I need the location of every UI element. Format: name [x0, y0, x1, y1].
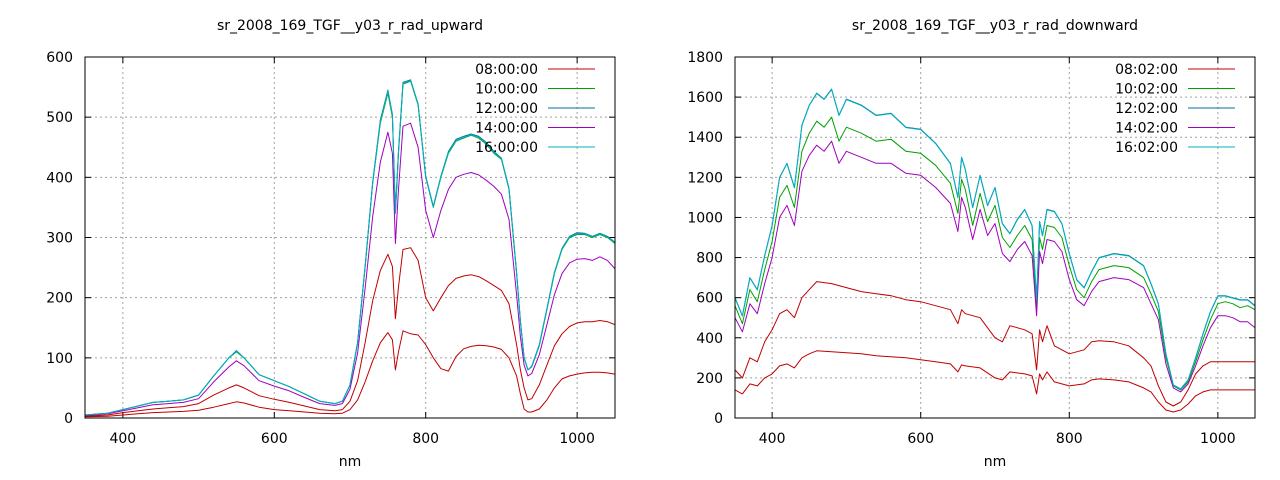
y-tick-label: 1600	[687, 90, 723, 106]
series-group	[85, 79, 615, 418]
y-tick-label: 300	[46, 231, 73, 247]
plot-frame	[84, 56, 616, 419]
series-line-unlabeled-5	[85, 247, 615, 417]
y-tick-label: 1000	[687, 210, 723, 226]
legend-label: 10:00:00	[475, 82, 538, 98]
y-tick-label: 500	[46, 110, 73, 126]
plot-frame	[734, 56, 1256, 419]
y-tick-label: 600	[46, 50, 73, 66]
series-line-140200	[735, 140, 1255, 393]
chart-panel-upward: sr_2008_169_TGF__y03_r_rad_upward 400 600 8…	[46, 18, 616, 470]
y-tick-label: 1200	[687, 170, 723, 186]
legend-label: 16:02:00	[1115, 140, 1178, 156]
x-tick-label: 600	[907, 431, 934, 447]
legend-label: 12:02:00	[1115, 101, 1178, 117]
x-tick-label: 600	[261, 431, 288, 447]
x-tick-label: 800	[1056, 431, 1083, 447]
y-tick-label: 200	[696, 371, 723, 387]
series-group	[735, 88, 1255, 413]
legend-label: 08:00:00	[475, 62, 538, 78]
y-tick-label: 100	[46, 351, 73, 367]
y-tick-label: 0	[64, 411, 73, 427]
x-tick-label: 1000	[1200, 431, 1236, 447]
series-line-160200	[735, 89, 1255, 390]
legend-label: 08:02:00	[1115, 62, 1178, 78]
x-axis-label: nm	[339, 454, 362, 470]
y-tick-label: 400	[46, 170, 73, 186]
y-tick-label: 200	[46, 291, 73, 307]
series-line-unlabeled-5	[735, 281, 1255, 407]
chart-title: sr_2008_169_TGF__y03_r_rad_downward	[852, 18, 1138, 34]
legend-label: 14:02:00	[1115, 121, 1178, 137]
series-line-080000	[85, 330, 615, 418]
legend-label: 16:00:00	[475, 140, 538, 156]
series-line-080200	[735, 350, 1255, 413]
y-tick-label: 400	[696, 331, 723, 347]
series-line-100200	[735, 116, 1255, 391]
y-tick-label: 600	[696, 291, 723, 307]
series-line-140000	[85, 122, 615, 417]
y-tick-label: 800	[696, 251, 723, 267]
y-tick-label: 0	[714, 411, 723, 427]
legend-label: 14:00:00	[475, 121, 538, 137]
chart-panel-downward: sr_2008_169_TGF__y03_r_rad_downward 400 60…	[687, 18, 1256, 470]
series-line-160000	[85, 80, 615, 416]
x-tick-label: 1000	[559, 431, 595, 447]
x-tick-label: 400	[109, 431, 136, 447]
legend-label: 12:00:00	[475, 101, 538, 117]
y-tick-label: 1800	[687, 50, 723, 66]
x-tick-label: 800	[412, 431, 439, 447]
chart-title: sr_2008_169_TGF__y03_r_rad_upward	[217, 18, 483, 34]
legend-label: 10:02:00	[1115, 82, 1178, 98]
x-axis-label: nm	[984, 454, 1007, 470]
x-tick-label: 400	[759, 431, 786, 447]
y-tick-label: 1400	[687, 130, 723, 146]
